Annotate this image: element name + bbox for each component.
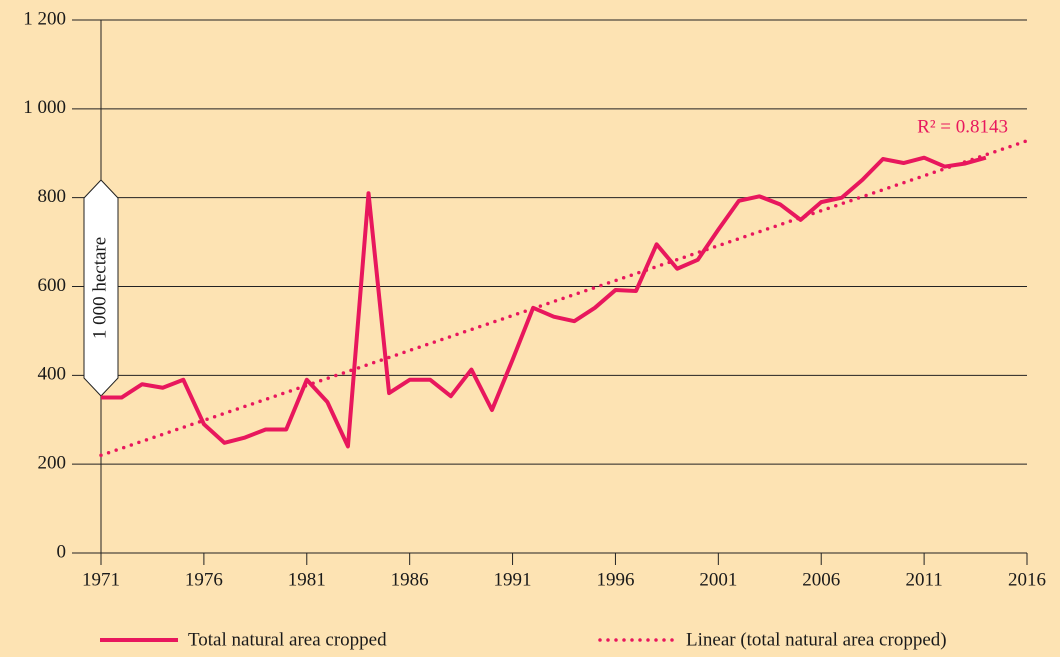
data-line <box>101 155 987 449</box>
legend-label: Linear (total natural area cropped) <box>686 629 947 650</box>
legend-label: Total natural area cropped <box>188 629 387 650</box>
x-tick-label: 1986 <box>391 569 429 590</box>
x-tick-label: 2006 <box>802 569 840 590</box>
x-tick-label: 1971 <box>82 569 120 590</box>
annotation: R² = 0.8143 <box>917 116 1008 137</box>
x-tick-label: 2011 <box>905 569 942 590</box>
y-tick-label: 200 <box>38 453 67 474</box>
x-tick-label: 2016 <box>1008 569 1046 590</box>
trend-line <box>99 139 1029 458</box>
x-tick-label: 1991 <box>494 569 532 590</box>
x-tick-label: 1981 <box>288 569 326 590</box>
y-axis-label: 1 000 hectare <box>89 237 110 339</box>
y-tick-label: 800 <box>38 186 67 207</box>
y-tick-label: 600 <box>38 275 67 296</box>
y-tick-label: 1 000 <box>23 97 66 118</box>
x-tick-label: 2001 <box>699 569 737 590</box>
x-tick-label: 1996 <box>596 569 634 590</box>
y-tick-label: 400 <box>38 364 67 385</box>
y-tick-label: 1 200 <box>23 8 66 29</box>
y-tick-label: 0 <box>57 541 67 562</box>
x-tick-label: 1976 <box>185 569 223 590</box>
